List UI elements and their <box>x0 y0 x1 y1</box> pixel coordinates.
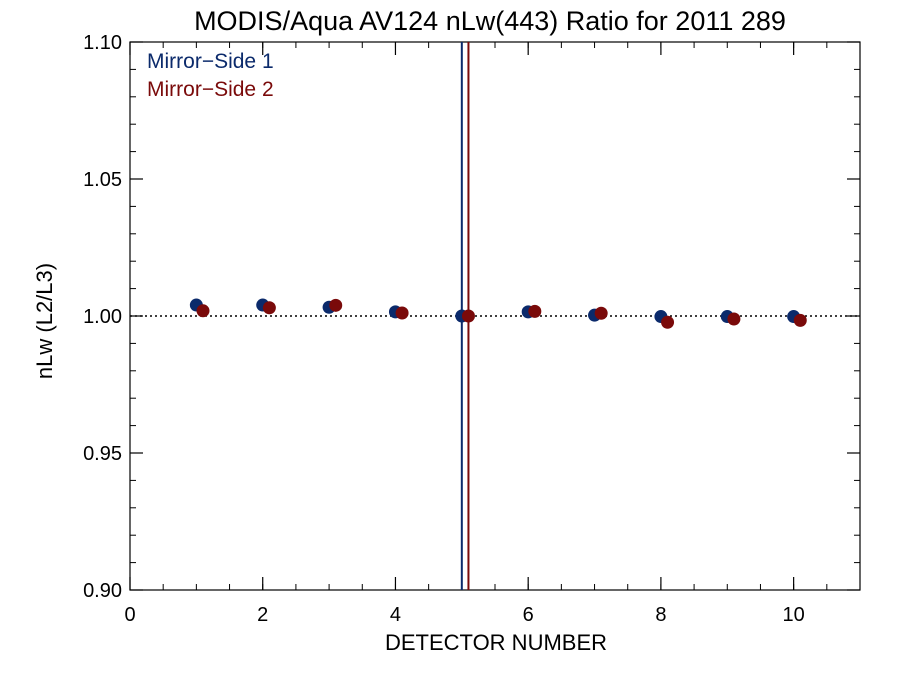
data-point-series-2 <box>793 313 807 327</box>
legend-entry-mirror-side-1: Mirror−Side 1 <box>147 50 274 73</box>
x-tick-label: 2 <box>257 604 268 626</box>
data-point-series-2 <box>262 301 276 315</box>
x-axis-label: DETECTOR NUMBER <box>385 630 607 655</box>
data-point-series-2 <box>594 306 608 320</box>
y-axis-label: nLw (L2/L3) <box>32 263 57 379</box>
x-tick-label: 4 <box>390 604 401 626</box>
data-point-series-2 <box>196 304 210 318</box>
data-point-series-2 <box>727 312 741 326</box>
data-point-series-2 <box>528 304 542 318</box>
data-point-series-2 <box>329 298 343 312</box>
y-tick-label: 1.05 <box>83 169 122 191</box>
data-point-series-2 <box>461 309 475 323</box>
y-tick-label: 0.95 <box>83 443 122 465</box>
x-tick-label: 10 <box>783 604 805 626</box>
x-tick-label: 8 <box>655 604 666 626</box>
y-tick-label: 1.00 <box>83 306 122 328</box>
data-point-series-2 <box>661 315 675 329</box>
plot-area: 0 2 4 6 8 10 0.90 0.95 1.00 1.05 1.10 <box>83 32 861 626</box>
x-tick-label: 0 <box>124 604 135 626</box>
y-tick-label: 0.90 <box>83 580 122 602</box>
data-point-series-2 <box>395 306 409 320</box>
y-tick-label: 1.10 <box>83 32 122 54</box>
x-tick-label: 6 <box>523 604 534 626</box>
chart-title: MODIS/Aqua AV124 nLw(443) Ratio for 2011… <box>194 6 786 36</box>
legend-entry-mirror-side-2: Mirror−Side 2 <box>147 78 274 101</box>
